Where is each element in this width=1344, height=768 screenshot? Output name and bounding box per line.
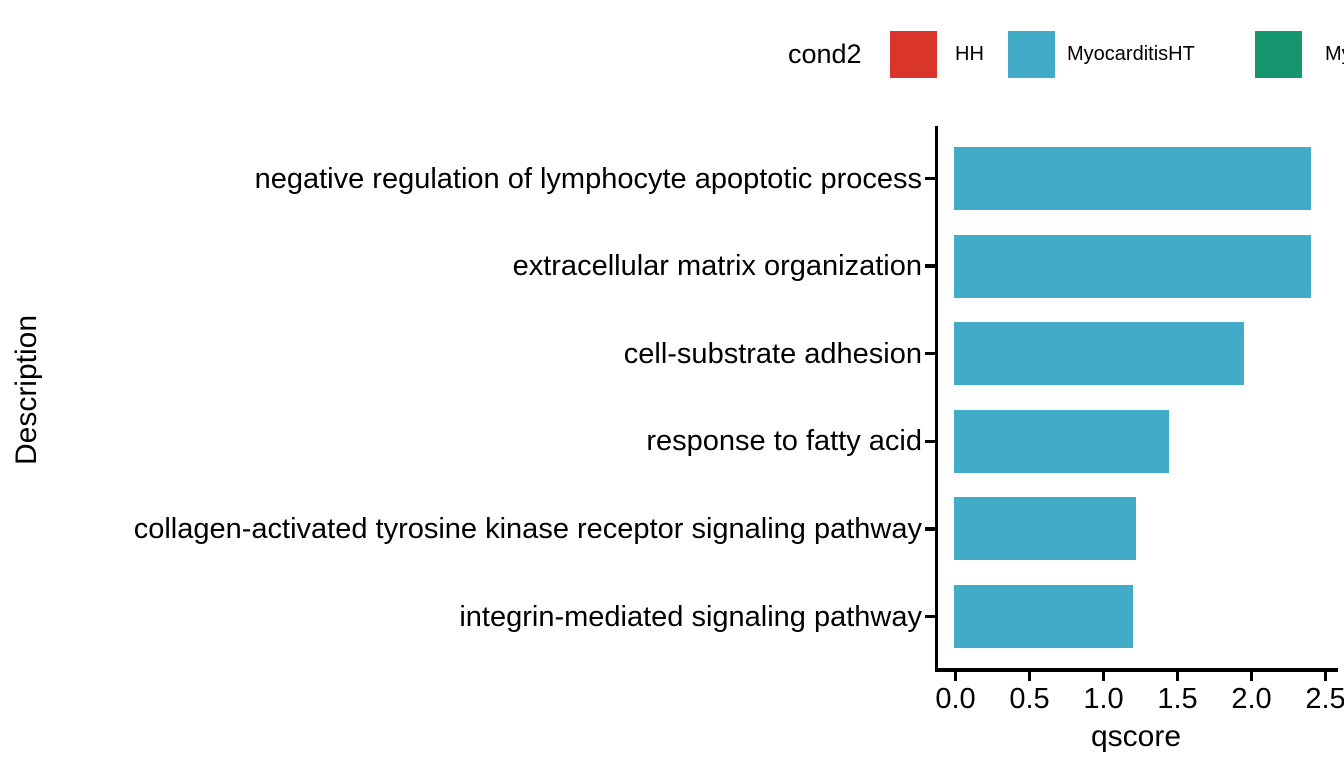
y-axis-line	[934, 126, 938, 672]
legend-label-0: HH	[955, 43, 984, 65]
bar-2	[954, 322, 1245, 386]
x-tick-label-3: 1.5	[1157, 683, 1198, 715]
x-tick-label-2: 1.0	[1083, 683, 1124, 715]
y-tick-4	[925, 527, 935, 531]
y-tick-2	[925, 351, 935, 356]
x-tick-0	[953, 671, 958, 681]
x-tick-1	[1027, 671, 1032, 681]
category-label-1: extracellular matrix organization	[512, 250, 922, 283]
category-label-0: negative regulation of lymphocyte apopto…	[254, 162, 922, 195]
category-label-2: cell-substrate adhesion	[623, 337, 922, 370]
bar-0	[954, 147, 1311, 210]
x-axis-line	[934, 668, 1338, 672]
bar-4	[954, 497, 1137, 561]
legend-swatch-1	[1008, 31, 1055, 78]
x-tick-4	[1249, 671, 1254, 681]
x-tick-3	[1175, 671, 1180, 681]
x-axis-title: qscore	[1090, 720, 1182, 753]
y-tick-0	[925, 176, 935, 181]
legend-label-1: MyocarditisHT	[1067, 43, 1195, 65]
x-tick-label-5: 2.5	[1305, 683, 1344, 715]
bar-1	[954, 234, 1311, 298]
legend-swatch-0	[890, 31, 937, 78]
x-tick-label-4: 2.0	[1231, 683, 1272, 715]
x-tick-5	[1323, 671, 1328, 681]
legend-label-2: My	[1325, 43, 1344, 65]
x-tick-label-1: 0.5	[1009, 683, 1050, 715]
y-tick-3	[925, 439, 935, 444]
y-tick-5	[925, 614, 935, 619]
category-label-4: collagen-activated tyrosine kinase recep…	[133, 512, 922, 545]
bar-3	[954, 409, 1169, 473]
legend-title: cond2	[788, 39, 862, 69]
x-tick-2	[1101, 671, 1106, 681]
y-tick-1	[925, 264, 935, 268]
x-tick-label-0: 0.0	[935, 683, 976, 715]
bar-5	[954, 585, 1134, 648]
category-label-3: response to fatty acid	[646, 425, 922, 458]
category-label-5: integrin-mediated signaling pathway	[459, 600, 922, 633]
legend-swatch-2	[1255, 31, 1302, 78]
